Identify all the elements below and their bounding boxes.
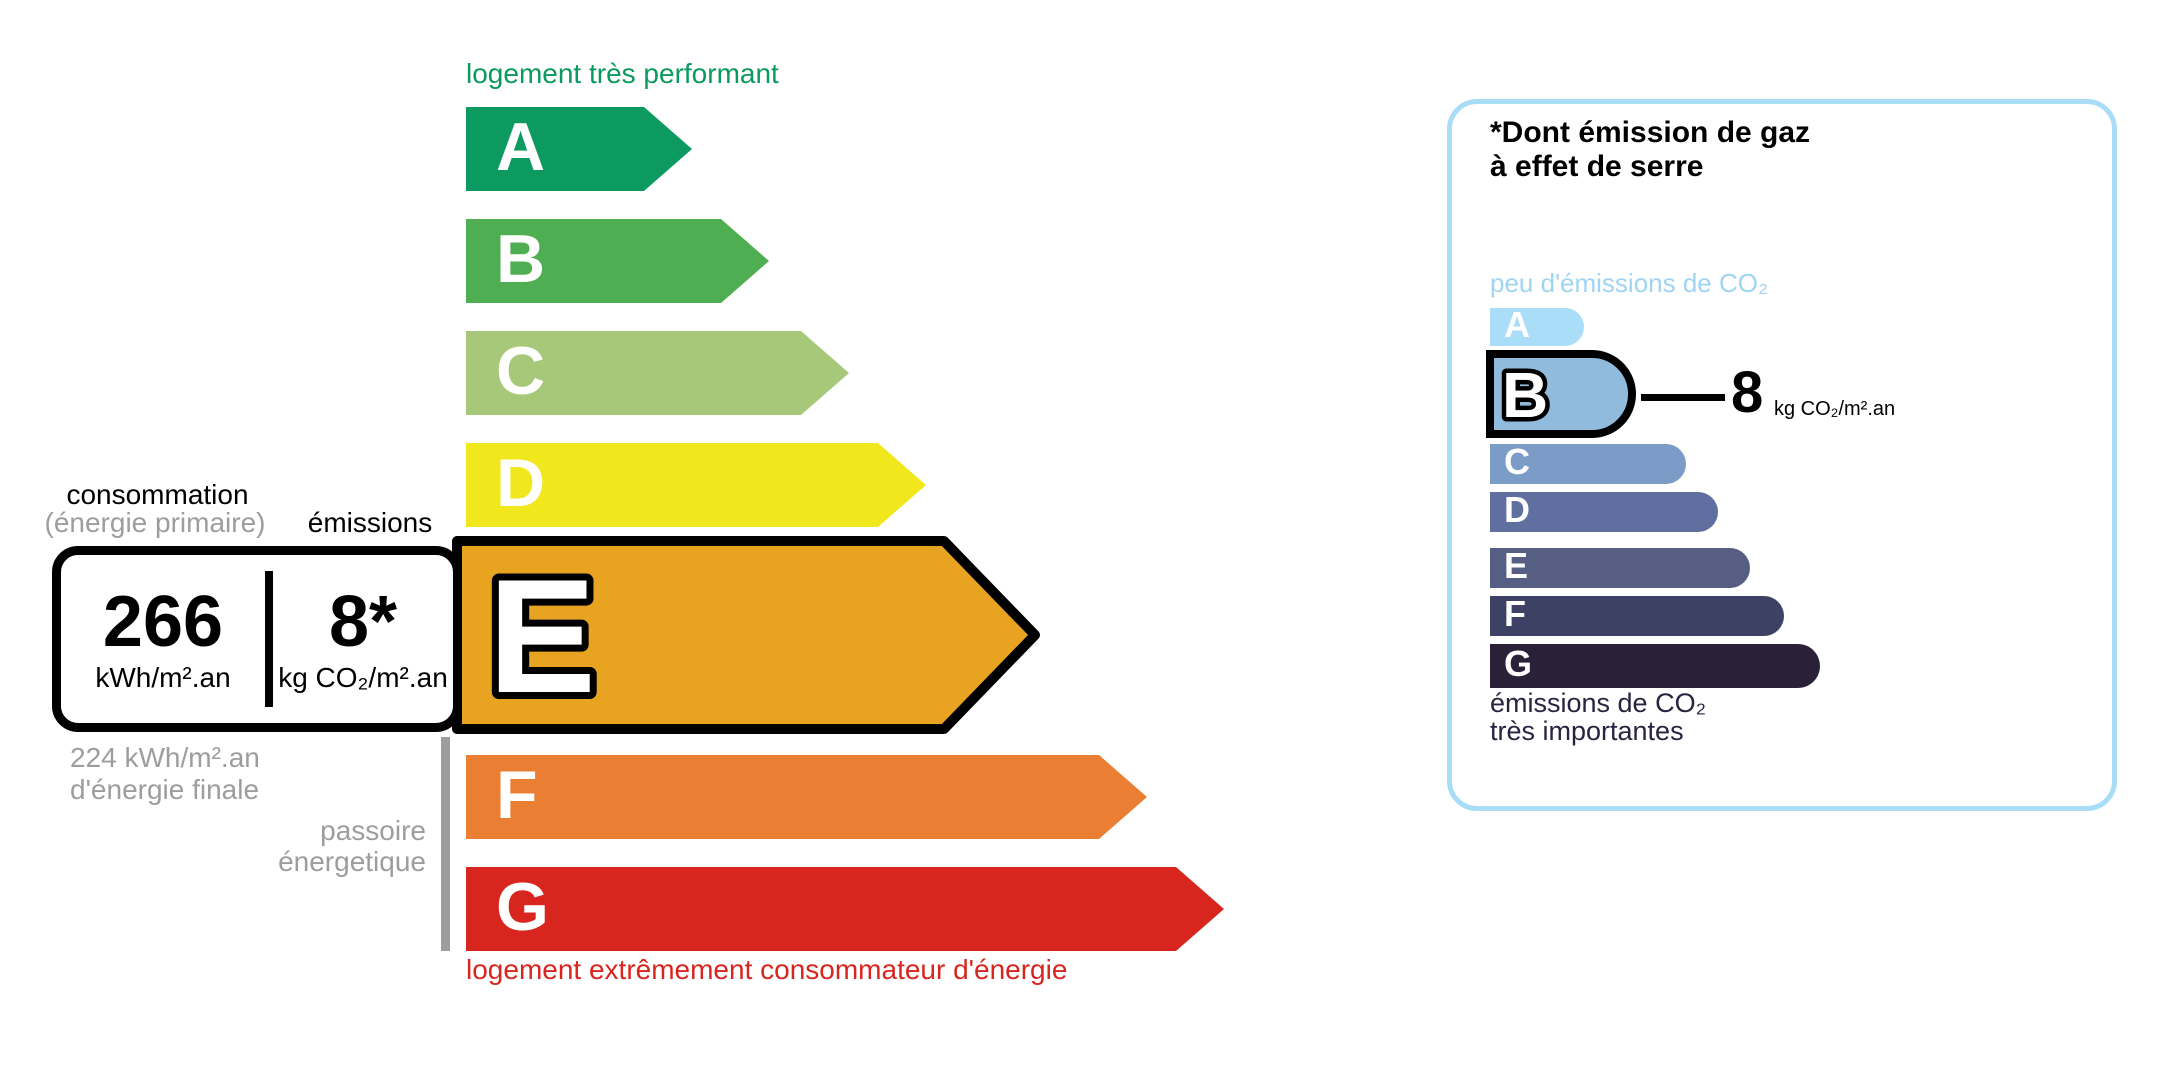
energy-bar-a: A (466, 107, 692, 191)
co2-bar-g: G (1490, 644, 1820, 688)
consumption-unit: kWh/m².an (95, 662, 231, 693)
energy-bar-c: C (466, 331, 849, 415)
energy-bar-b: B (466, 219, 769, 303)
co2-value-connector-line (1641, 394, 1725, 401)
energy-bar-d-letter: D (496, 445, 546, 521)
co2-bar-a-letter: A (1504, 304, 1530, 345)
energy-bar-g: G (466, 867, 1224, 951)
co2-high-emissions-line2: très importantes (1490, 716, 1684, 746)
final-energy-line1: 224 kWh/m².an (70, 742, 260, 773)
emissions-cell: 8* kg CO₂/m².an (273, 555, 453, 723)
co2-bar-d-letter: D (1504, 489, 1530, 530)
emissions-header: émissions (307, 507, 433, 538)
co2-panel-title-line2: à effet de serre (1490, 150, 1704, 183)
co2-panel-title-line1: *Dont émission de gaz (1490, 116, 1811, 149)
co2-value-unit: kg CO₂/m².an (1774, 398, 1896, 420)
energy-bar-d: D (466, 443, 926, 527)
co2-low-emissions-label: peu d'émissions de CO₂ (1490, 268, 1769, 298)
consumption-value: 266 (102, 582, 224, 662)
energy-bar-g-letter: G (496, 869, 549, 945)
co2-bar-c-letter: C (1504, 441, 1530, 482)
energy-bar-c-letter: C (496, 333, 546, 409)
co2-bar-d: D (1490, 492, 1718, 532)
co2-bar-e-letter: E (1504, 545, 1529, 586)
co2-bar-c: C (1490, 444, 1686, 484)
energy-sieve-line1: passoire (320, 815, 426, 846)
energy-bar-f-letter: F (496, 757, 538, 833)
consumption-header: consommation (66, 479, 249, 510)
co2-bar-f-letter: F (1504, 593, 1526, 634)
energy-bar-f: F (466, 755, 1147, 839)
co2-bar-b-shape (1486, 350, 1636, 438)
co2-bar-a: A (1490, 304, 1584, 346)
top-performance-label: logement très performant (466, 58, 779, 89)
final-energy-line2: d'énergie finale (70, 774, 260, 805)
co2-bar-b-letter: B (1502, 359, 1548, 431)
energy-bar-a-letter: A (496, 109, 546, 185)
energy-bar-e-letter: E (488, 546, 596, 727)
bottom-performance-label: logement extrêmement consommateur d'éner… (466, 954, 1068, 985)
co2-bar-f: F (1490, 596, 1784, 636)
emissions-unit: kg CO₂/m².an (278, 662, 448, 693)
emissions-value: 8* (328, 582, 398, 662)
energy-bar-b-letter: B (496, 221, 546, 297)
co2-bar-g-letter: G (1504, 643, 1533, 684)
co2-bar-e: E (1490, 548, 1750, 588)
consumption-subheader: (énergie primaire) (44, 507, 266, 538)
dpe-value-box: 266 kWh/m².an 8* kg CO₂/m².an (52, 546, 462, 732)
energy-sieve-bracket (441, 737, 450, 951)
co2-bar-b-selected: B (1486, 350, 1636, 438)
co2-value: 8 (1731, 360, 1764, 425)
energy-bar-e-selected: E (452, 536, 1040, 734)
energy-sieve-line2: énergetique (278, 846, 426, 877)
co2-high-emissions-line1: émissions de CO₂ (1490, 688, 1707, 718)
value-box-divider (265, 571, 273, 707)
consumption-cell: 266 kWh/m².an (61, 555, 265, 723)
